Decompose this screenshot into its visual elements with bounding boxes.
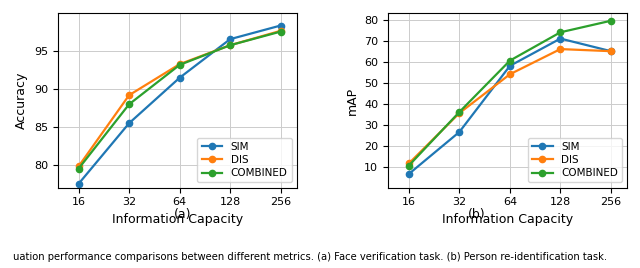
X-axis label: Information Capacity: Information Capacity <box>112 213 243 226</box>
Y-axis label: mAP: mAP <box>346 87 358 114</box>
DIS <box>176 62 184 66</box>
DIS <box>227 44 234 47</box>
X-axis label: Information Capacity: Information Capacity <box>442 213 573 226</box>
Line: SIM: SIM <box>76 23 284 187</box>
Line: DIS: DIS <box>76 28 284 170</box>
DIS <box>125 94 133 97</box>
SIM <box>227 38 234 41</box>
DIS <box>75 165 83 168</box>
COMBINED <box>125 103 133 106</box>
Y-axis label: Accuracy: Accuracy <box>15 72 28 129</box>
Text: (b): (b) <box>468 209 486 221</box>
Line: COMBINED: COMBINED <box>76 28 284 172</box>
DIS <box>405 162 413 165</box>
Legend: SIM, DIS, COMBINED: SIM, DIS, COMBINED <box>197 138 292 183</box>
COMBINED <box>176 63 184 66</box>
Text: (a): (a) <box>173 209 191 221</box>
SIM <box>405 172 413 176</box>
SIM <box>176 76 184 79</box>
Line: COMBINED: COMBINED <box>406 18 614 169</box>
Text: uation performance comparisons between different metrics. (a) Face verification : uation performance comparisons between d… <box>13 252 607 262</box>
SIM <box>506 64 514 68</box>
COMBINED <box>277 30 285 33</box>
Line: SIM: SIM <box>406 35 614 177</box>
SIM <box>607 50 615 53</box>
DIS <box>506 73 514 76</box>
COMBINED <box>456 110 463 114</box>
SIM <box>75 182 83 185</box>
COMBINED <box>557 31 564 34</box>
Legend: SIM, DIS, COMBINED: SIM, DIS, COMBINED <box>527 138 622 183</box>
COMBINED <box>75 167 83 170</box>
Line: DIS: DIS <box>406 46 614 167</box>
SIM <box>456 130 463 133</box>
DIS <box>557 47 564 51</box>
SIM <box>125 122 133 125</box>
COMBINED <box>506 59 514 62</box>
COMBINED <box>405 164 413 167</box>
DIS <box>456 111 463 115</box>
DIS <box>607 50 615 53</box>
COMBINED <box>607 19 615 22</box>
DIS <box>277 29 285 32</box>
SIM <box>557 37 564 40</box>
COMBINED <box>227 44 234 47</box>
SIM <box>277 24 285 27</box>
